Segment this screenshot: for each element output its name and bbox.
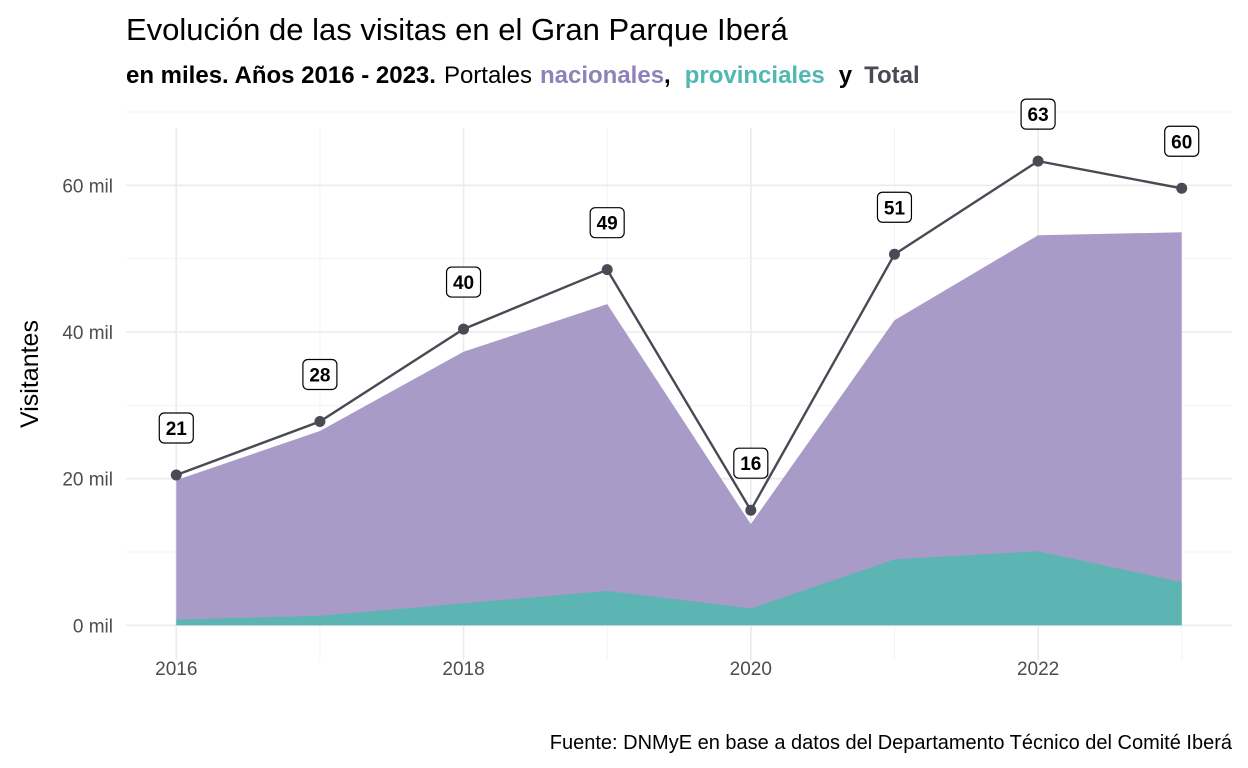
chart-caption: Fuente: DNMyE en base a datos del Depart… bbox=[550, 732, 1233, 754]
subtitle-provinciales: provinciales bbox=[685, 62, 825, 89]
total-point bbox=[888, 248, 900, 260]
data-label: 28 bbox=[309, 365, 330, 386]
data-label: 51 bbox=[884, 198, 906, 219]
x-tick-label: 2016 bbox=[155, 659, 197, 680]
total-point bbox=[458, 323, 470, 335]
total-point bbox=[1032, 155, 1044, 167]
y-axis-label: Visitantes bbox=[16, 320, 44, 428]
total-point bbox=[314, 415, 326, 427]
data-label-box bbox=[733, 447, 769, 479]
y-tick-label: 0 mil bbox=[73, 616, 113, 637]
area-provinciales bbox=[176, 551, 1182, 626]
total-line bbox=[175, 159, 1182, 513]
x-axis: 2016 2018 2020 2022 bbox=[155, 659, 1059, 680]
total-point bbox=[170, 469, 182, 481]
data-label-box bbox=[445, 266, 482, 298]
subtitle-y: y bbox=[839, 62, 853, 89]
data-label: 63 bbox=[1028, 105, 1049, 126]
chart-title: Evolución de las visitas en el Gran Parq… bbox=[126, 12, 788, 47]
data-label-box bbox=[158, 412, 194, 444]
data-label-layer: 21 28 40 49 16 51 63 60 bbox=[158, 98, 1200, 479]
y-tick-label: 40 mil bbox=[62, 323, 113, 344]
data-label: 60 bbox=[1171, 132, 1192, 153]
data-label: 21 bbox=[166, 419, 188, 440]
subtitle-plain: Portales bbox=[444, 62, 532, 89]
chart-subtitle: en miles. Años 2016 - 2023. Portales nacio… bbox=[126, 62, 920, 89]
area-nacionales bbox=[176, 232, 1182, 626]
total-line-layer bbox=[170, 155, 1188, 516]
area-layer bbox=[176, 232, 1182, 626]
subtitle-nacionales: nacionales bbox=[540, 62, 664, 89]
subtitle-total: Total bbox=[864, 62, 920, 89]
data-label: 49 bbox=[597, 214, 618, 235]
data-label: 40 bbox=[453, 273, 474, 294]
total-point bbox=[1176, 182, 1188, 194]
data-label-box bbox=[876, 191, 913, 223]
y-tick-label: 60 mil bbox=[62, 176, 113, 197]
subtitle-bold: en miles. Años 2016 - 2023. bbox=[126, 62, 436, 89]
x-tick-label: 2018 bbox=[442, 659, 484, 680]
data-label-box bbox=[302, 358, 338, 391]
total-point bbox=[601, 264, 613, 276]
data-label-box bbox=[1020, 98, 1056, 130]
x-tick-label: 2020 bbox=[730, 659, 772, 680]
x-tick-label: 2022 bbox=[1017, 659, 1059, 680]
data-label: 16 bbox=[740, 454, 761, 475]
total-point bbox=[745, 504, 757, 516]
y-axis: 0 mil 20 mil 40 mil 60 mil bbox=[62, 176, 113, 637]
subtitle-separator: , bbox=[664, 62, 671, 89]
y-tick-label: 20 mil bbox=[62, 470, 113, 491]
data-label-box bbox=[589, 207, 625, 239]
data-label-box bbox=[1164, 125, 1200, 157]
